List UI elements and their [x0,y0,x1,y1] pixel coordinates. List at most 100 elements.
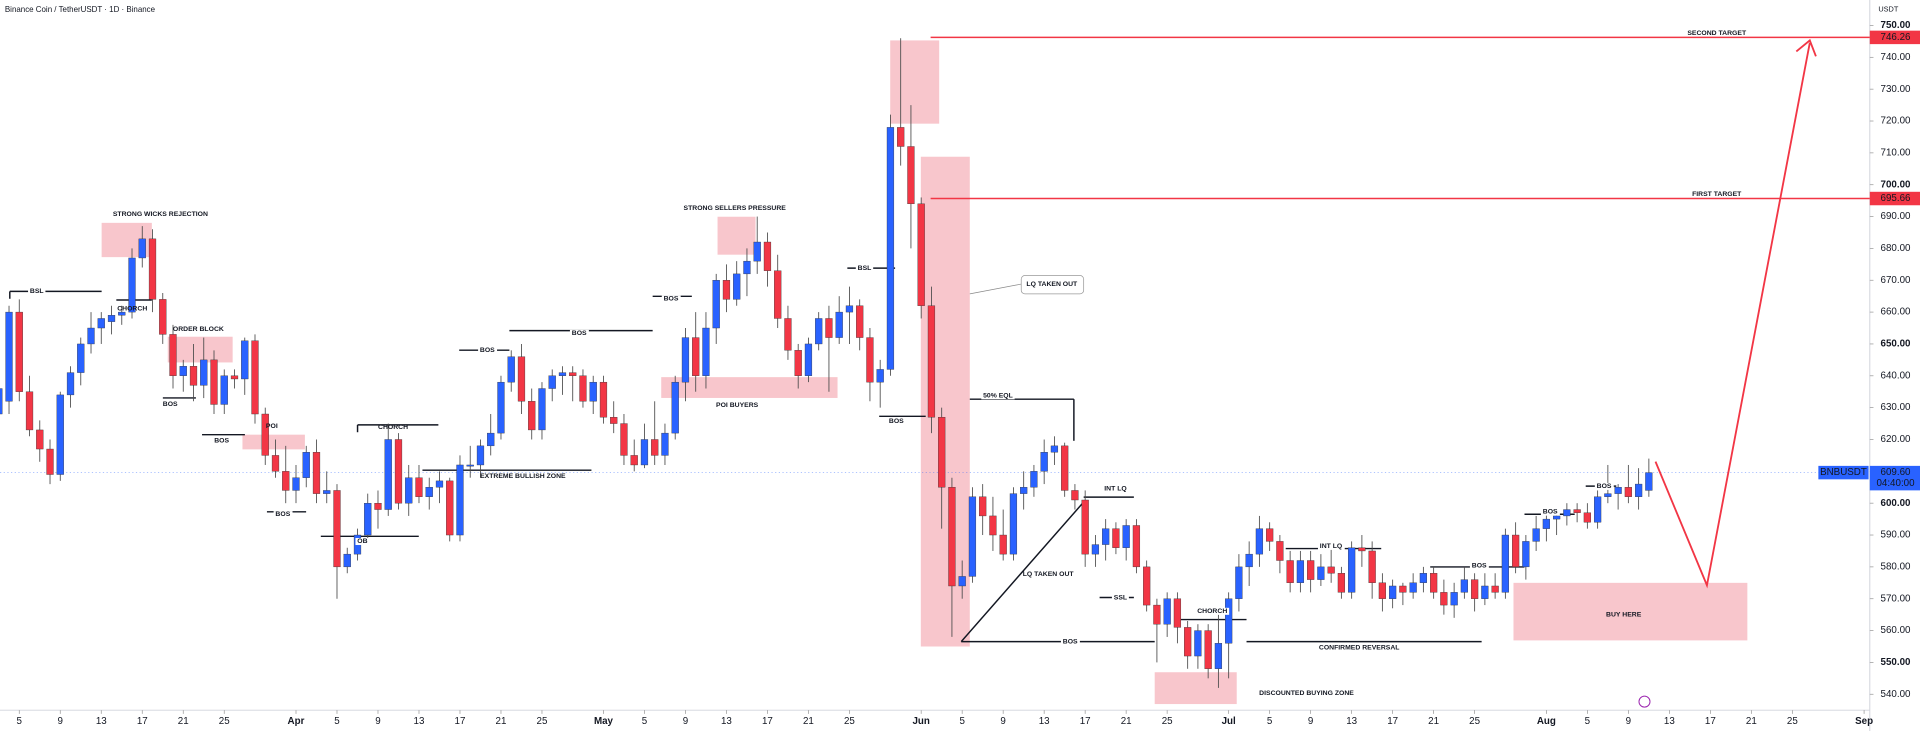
symbol-box [1818,465,1869,480]
annotation: BOS [1063,638,1078,645]
candle-body [1399,585,1407,593]
candle-body [1481,585,1489,599]
candle-body [1153,604,1161,625]
y-tick-label: 620.00 [1881,434,1911,445]
annotation: CONFIRMED REVERSAL [1319,645,1400,652]
annotation: BOS [572,330,587,337]
annotation: BOS [1597,483,1612,490]
annotation: BOS [480,347,495,354]
candle-body [948,487,956,587]
x-tick-label: 13 [1346,716,1357,727]
candle-body [1614,487,1622,494]
candle-body [1635,483,1643,497]
candle-body [148,238,157,300]
candle-body [1307,560,1315,580]
candle-body [1440,592,1448,606]
candle-body [815,318,823,345]
annotation-bg [160,400,180,408]
candle-body [1143,566,1151,606]
annotation: INT LQ [1104,485,1127,492]
candle-body [907,146,915,205]
candle-body [1030,471,1038,488]
candle-body [1471,579,1479,599]
candle-body [456,464,464,536]
candle-body [1532,528,1540,542]
candle-body [927,305,936,418]
candle-body [210,359,218,405]
candle-body [989,515,997,536]
x-tick-label: 25 [537,716,548,727]
candle-body [651,439,659,456]
candle-body [200,359,208,386]
candle-body [1358,547,1366,552]
candle-body [1266,528,1274,542]
y-tick-label: 600.00 [1881,498,1911,509]
y-tick-label: 580.00 [1881,561,1911,572]
candle-body [97,318,105,329]
annotation-bg [1111,594,1129,602]
y-tick-label: 660.00 [1881,307,1911,318]
y-tick-label: 650.00 [1881,339,1911,350]
x-tick-label: 17 [1080,716,1091,727]
annotation: BOS [1472,563,1487,570]
candle-body [1009,493,1018,555]
target-label: SECOND TARGET [1687,30,1747,37]
candle-body [1296,560,1305,583]
symbol-label: BNBUSDT [1820,467,1867,478]
x-tick-label: 25 [844,716,855,727]
candle-body [1040,452,1048,472]
annotation: BSL [30,288,44,295]
candle-body [1348,547,1356,593]
candle-body [312,452,321,494]
x-tick-label: 13 [1664,716,1675,727]
candle-body [845,305,854,313]
candle-body [333,490,341,568]
annotation: STRONG SELLERS PRESSURE [684,205,787,212]
candle-body [876,369,884,383]
y-tick-label: 740.00 [1881,52,1911,63]
candle-body [661,432,669,456]
y-tick-label: 640.00 [1881,370,1911,381]
candle-body [1173,598,1182,628]
candle-body [159,299,167,335]
candle-body [743,260,751,275]
candle-body [1501,534,1509,593]
candle-body [1245,553,1253,568]
candle-body [1563,509,1571,517]
x-tick-label: 21 [803,716,814,727]
candle-body [548,375,556,389]
candle-body [692,337,700,376]
y-tick-label: 550.00 [1881,657,1911,668]
x-tick-label: 9 [1308,716,1313,727]
candle-body [476,445,485,466]
zone [1513,582,1748,641]
annotation: BOS [275,511,290,518]
candle-body [702,327,710,376]
annotation: 50% EQL [983,392,1013,399]
x-tick-label: 21 [1428,716,1439,727]
x-tick-label: 13 [721,716,732,727]
annotation: OB [357,538,367,545]
x-tick-label: 17 [1387,716,1398,727]
candle-body [261,413,269,456]
candle-body [958,576,966,587]
price-box [1869,30,1920,45]
candle-body [1020,487,1028,494]
candle-body [1491,585,1499,593]
annotation-bg [569,329,589,337]
candle-body [753,241,761,262]
y-tick-label: 690.00 [1881,211,1911,222]
candle-body [251,340,259,415]
projection-arrow [1654,42,1811,589]
y-tick-label: 710.00 [1881,147,1911,158]
x-tick-label: 13 [414,716,425,727]
x-tick-label: May [594,716,614,727]
candle-body [610,417,618,424]
candle-body [189,366,198,386]
candle-body [825,318,833,338]
candle-body [569,372,577,376]
candle-body [1327,566,1335,574]
y-tick-label: 570.00 [1881,593,1911,604]
